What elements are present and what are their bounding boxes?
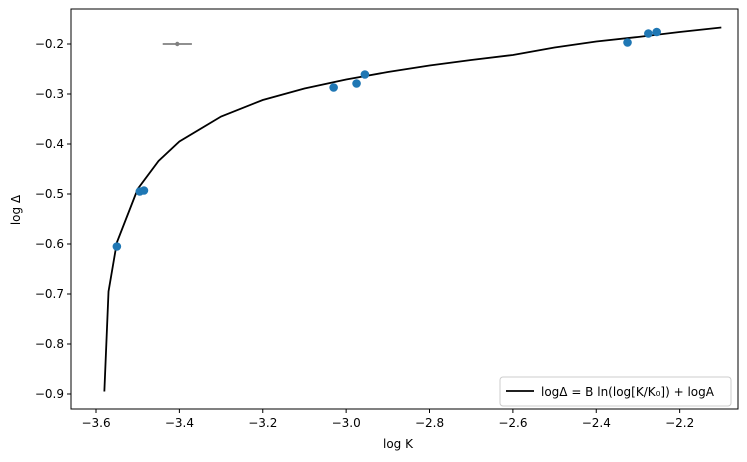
x-tick-label: −2.8 <box>415 416 444 430</box>
legend-box <box>499 376 732 407</box>
x-axis-label: log K <box>383 437 414 451</box>
errorbar-marker <box>175 41 180 47</box>
x-tick-label: −3.6 <box>81 416 110 430</box>
data-point-5 <box>352 79 361 88</box>
x-tick-label: −2.6 <box>498 416 527 430</box>
data-point-3 <box>139 186 149 195</box>
data-point-6 <box>360 70 370 79</box>
data-point-7 <box>623 38 632 47</box>
y-axis-label: log Δ <box>9 194 23 225</box>
y-tick-label: −0.5 <box>35 187 64 201</box>
y-tick-label: −0.9 <box>35 387 64 401</box>
legend-label: logΔ = B ln(log[K/K₀]) + logA <box>541 385 715 399</box>
y-tick-label: −0.4 <box>35 137 64 151</box>
x-tick-label: −3.0 <box>332 416 361 430</box>
x-tick-label: −2.4 <box>582 416 611 430</box>
y-tick-label: −0.2 <box>35 37 64 51</box>
data-point-9 <box>652 27 662 37</box>
axes-frame <box>70 8 739 410</box>
plot-area <box>103 26 722 392</box>
y-tick-label: −0.8 <box>35 337 64 351</box>
axes: −3.6 −3.4 −3.2 −3.0 −2.8 −2.6 −2.4 −2.2 −0.2 −0.3… <box>35 8 739 430</box>
data-point-4 <box>329 83 338 92</box>
data-point-1 <box>112 242 122 251</box>
y-tick-label: −0.7 <box>35 287 64 301</box>
y-tick-label: −0.6 <box>35 237 64 251</box>
x-tick-label: −3.2 <box>248 416 277 430</box>
x-tick-label: −2.2 <box>665 416 694 430</box>
y-tick-label: −0.3 <box>35 87 64 101</box>
data-point-8 <box>644 29 653 38</box>
x-tick-label: −3.4 <box>165 416 194 430</box>
legend: logΔ = B ln(log[K/K₀]) + logA <box>499 376 732 407</box>
